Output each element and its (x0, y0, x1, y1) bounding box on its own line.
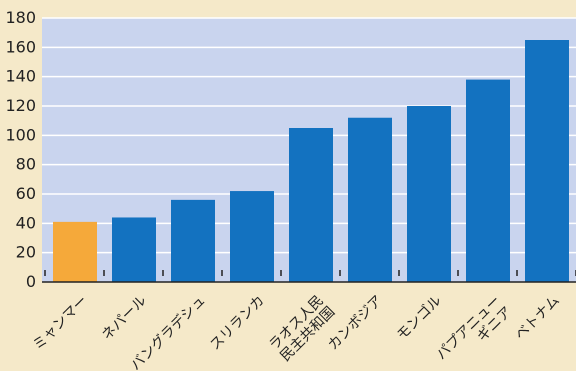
x-category-label-line: ミャンマー (30, 293, 91, 354)
bar (289, 128, 333, 282)
bar (112, 217, 156, 282)
x-category-label: モンゴル (393, 292, 445, 344)
bar (53, 221, 97, 282)
bar (466, 79, 510, 282)
y-tick-label: 120 (5, 96, 36, 115)
bar (407, 106, 451, 282)
x-category-label-line: カンボジア (325, 293, 386, 354)
y-tick-label: 0 (26, 272, 36, 291)
x-category-label: カンボジア (325, 293, 386, 354)
x-category-label-line: ネパール (99, 293, 150, 344)
y-tick-label: 180 (5, 8, 36, 27)
y-tick-label: 40 (16, 213, 36, 232)
x-category-label: ベトナム (512, 293, 563, 344)
bar (348, 117, 392, 282)
y-tick-label: 160 (5, 37, 36, 56)
bar (525, 40, 569, 282)
x-category-label: スリランカ (207, 293, 268, 354)
x-category-label: ミャンマー (30, 293, 91, 354)
x-category-label-line: ベトナム (512, 293, 563, 344)
y-tick-label: 100 (5, 125, 36, 144)
y-tick-label: 60 (16, 184, 36, 203)
y-tick-label: 20 (16, 243, 36, 262)
x-category-label: ネパール (99, 293, 150, 344)
bar (230, 191, 274, 282)
bar (171, 199, 215, 282)
x-category-label-line: モンゴル (393, 292, 445, 344)
y-tick-label: 80 (16, 155, 36, 174)
x-category-label-line: スリランカ (207, 293, 268, 354)
y-tick-label: 140 (5, 67, 36, 86)
